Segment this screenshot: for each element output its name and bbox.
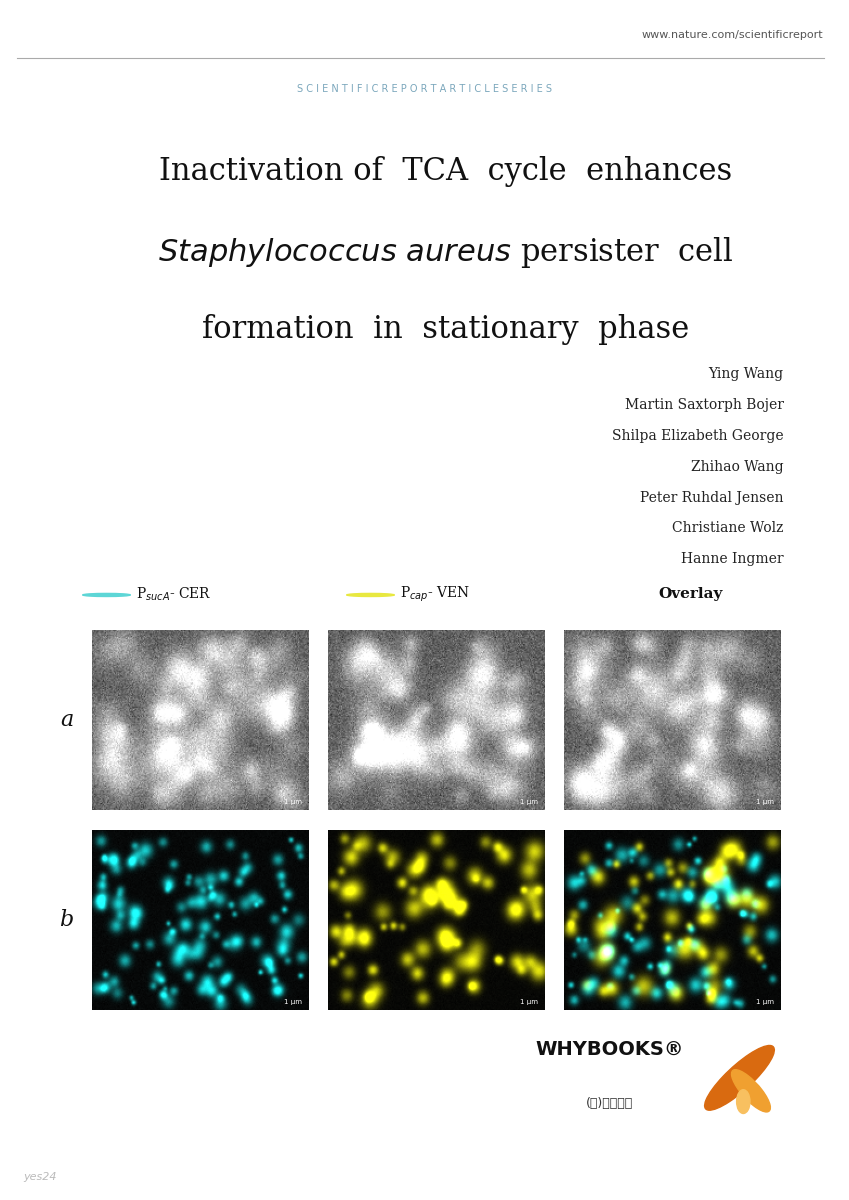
Ellipse shape (705, 1045, 774, 1110)
Text: $\it{Staphylococcus\ aureus}$ persister  cell: $\it{Staphylococcus\ aureus}$ persister … (158, 235, 734, 270)
Text: Christiane Wolz: Christiane Wolz (672, 522, 784, 535)
Text: 1 μm: 1 μm (284, 998, 301, 1006)
Text: yes24: yes24 (23, 1172, 56, 1182)
Text: 1 μm: 1 μm (756, 799, 773, 804)
Text: $\mathregular{P}_{cap}$- VEN: $\mathregular{P}_{cap}$- VEN (401, 584, 470, 604)
Circle shape (82, 594, 131, 596)
Text: Shilpa Elizabeth George: Shilpa Elizabeth George (612, 428, 784, 443)
Text: Ying Wang: Ying Wang (709, 367, 784, 382)
Text: formation  in  stationary  phase: formation in stationary phase (202, 314, 689, 346)
Text: www.nature.com/scientificreport: www.nature.com/scientificreport (642, 30, 824, 41)
Text: Martin Saxtorph Bojer: Martin Saxtorph Bojer (625, 398, 784, 412)
Text: S C I E N T I F I C R E P O R T A R T I C L E S E R I E S: S C I E N T I F I C R E P O R T A R T I … (297, 84, 552, 94)
Text: Peter Ruhdal Jensen: Peter Ruhdal Jensen (640, 491, 784, 505)
Text: 1 μm: 1 μm (284, 799, 301, 804)
Ellipse shape (732, 1069, 770, 1112)
Text: b: b (59, 910, 74, 931)
Text: (주)와이북스: (주)와이북스 (586, 1097, 633, 1110)
Text: a: a (60, 709, 73, 731)
Text: 1 μm: 1 μm (520, 799, 537, 804)
Text: Hanne Ingmer: Hanne Ingmer (681, 552, 784, 566)
Text: Zhihao Wang: Zhihao Wang (691, 460, 784, 474)
Circle shape (346, 594, 395, 596)
Text: Overlay: Overlay (658, 587, 722, 601)
Text: 1 μm: 1 μm (520, 998, 537, 1006)
Text: WHYBOOKS®: WHYBOOKS® (536, 1040, 683, 1060)
Text: $\mathregular{P}_{sucA}$- CER: $\mathregular{P}_{sucA}$- CER (137, 586, 212, 602)
Text: Inactivation of  TCA  cycle  enhances: Inactivation of TCA cycle enhances (159, 156, 733, 187)
Ellipse shape (737, 1090, 750, 1114)
Text: 1 μm: 1 μm (756, 998, 773, 1006)
